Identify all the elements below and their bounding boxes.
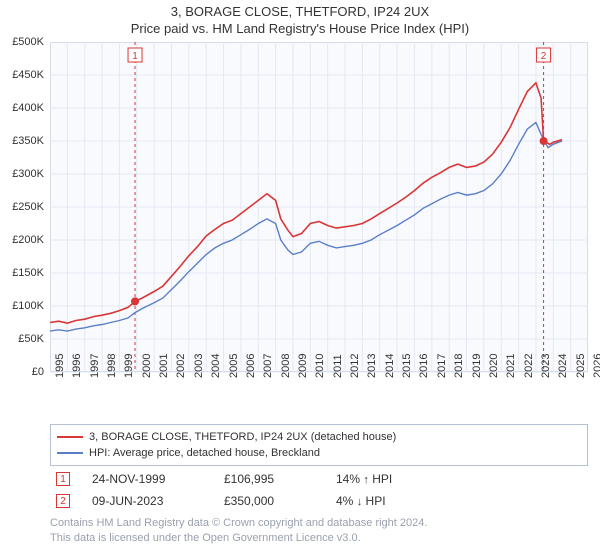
sale-row-1: 1 24-NOV-1999 £106,995 14% ↑ HPI (50, 468, 588, 490)
chart-area: 12 £0£50K£100K£150K£200K£250K£300K£350K£… (50, 42, 588, 394)
chart-titles: 3, BORAGE CLOSE, THETFORD, IP24 2UX Pric… (0, 0, 600, 36)
y-tick-label: £0 (0, 366, 44, 378)
x-tick-label: 2005 (228, 354, 240, 378)
legend-swatch-property (57, 436, 83, 438)
x-tick-label: 1998 (106, 354, 118, 378)
legend-label-hpi: HPI: Average price, detached house, Brec… (89, 447, 320, 459)
x-tick-label: 2013 (366, 354, 378, 378)
x-tick-label: 2016 (418, 354, 430, 378)
sale-date-2: 09-JUN-2023 (92, 494, 202, 508)
x-tick-label: 2018 (453, 354, 465, 378)
sales-table: 1 24-NOV-1999 £106,995 14% ↑ HPI 2 09-JU… (50, 468, 588, 512)
sale-price-1: £106,995 (224, 472, 314, 486)
sale-badge-2: 2 (56, 494, 70, 508)
sale-pct-2: 4% ↓ HPI (336, 494, 386, 508)
x-tick-label: 2017 (436, 354, 448, 378)
legend-label-property: 3, BORAGE CLOSE, THETFORD, IP24 2UX (det… (89, 431, 396, 443)
y-tick-label: £250K (0, 201, 44, 213)
x-tick-label: 2000 (141, 354, 153, 378)
sale-pct-1: 14% ↑ HPI (336, 472, 392, 486)
footer: Contains HM Land Registry data © Crown c… (50, 516, 588, 546)
x-tick-label: 2009 (297, 354, 309, 378)
x-tick-label: 2015 (401, 354, 413, 378)
x-tick-label: 2010 (314, 354, 326, 378)
x-tick-label: 2019 (471, 354, 483, 378)
chart-container: 3, BORAGE CLOSE, THETFORD, IP24 2UX Pric… (0, 0, 600, 560)
title-sub: Price paid vs. HM Land Registry's House … (0, 21, 600, 36)
x-tick-label: 2006 (245, 354, 257, 378)
chart-svg: 12 (50, 42, 588, 394)
x-tick-label: 1997 (89, 354, 101, 378)
arrow-down-icon: ↓ (357, 496, 363, 508)
x-tick-label: 2003 (193, 354, 205, 378)
y-tick-label: £350K (0, 135, 44, 147)
y-tick-label: £500K (0, 36, 44, 48)
footer-line-2: This data is licensed under the Open Gov… (50, 531, 588, 546)
y-tick-label: £400K (0, 102, 44, 114)
legend-row-hpi: HPI: Average price, detached house, Brec… (57, 445, 581, 461)
y-tick-label: £100K (0, 300, 44, 312)
sale-price-2: £350,000 (224, 494, 314, 508)
sale-row-2: 2 09-JUN-2023 £350,000 4% ↓ HPI (50, 490, 588, 512)
y-tick-label: £300K (0, 168, 44, 180)
y-tick-label: £150K (0, 267, 44, 279)
x-tick-label: 2025 (575, 354, 587, 378)
arrow-up-icon: ↑ (363, 474, 369, 486)
legend-row-property: 3, BORAGE CLOSE, THETFORD, IP24 2UX (det… (57, 429, 581, 445)
x-tick-label: 2024 (557, 354, 569, 378)
x-tick-label: 2002 (175, 354, 187, 378)
y-tick-label: £200K (0, 234, 44, 246)
svg-text:2: 2 (541, 51, 547, 62)
x-tick-label: 1996 (71, 354, 83, 378)
sale-date-1: 24-NOV-1999 (92, 472, 202, 486)
x-tick-label: 2023 (540, 354, 552, 378)
x-tick-label: 2008 (280, 354, 292, 378)
x-tick-label: 2001 (158, 354, 170, 378)
x-tick-label: 2004 (210, 354, 222, 378)
legend: 3, BORAGE CLOSE, THETFORD, IP24 2UX (det… (50, 424, 588, 466)
footer-line-1: Contains HM Land Registry data © Crown c… (50, 516, 588, 531)
x-tick-label: 2011 (332, 354, 344, 378)
x-tick-label: 2012 (349, 354, 361, 378)
y-tick-label: £50K (0, 333, 44, 345)
legend-swatch-hpi (57, 452, 83, 454)
title-main: 3, BORAGE CLOSE, THETFORD, IP24 2UX (0, 4, 600, 19)
x-tick-label: 2021 (505, 354, 517, 378)
sale-badge-1: 1 (56, 472, 70, 486)
x-tick-label: 2007 (262, 354, 274, 378)
x-tick-label: 2026 (592, 354, 600, 378)
x-tick-label: 2014 (384, 354, 396, 378)
x-tick-label: 2022 (523, 354, 535, 378)
x-tick-label: 1995 (54, 354, 66, 378)
svg-text:1: 1 (132, 51, 138, 62)
x-tick-label: 1999 (123, 354, 135, 378)
x-tick-label: 2020 (488, 354, 500, 378)
y-tick-label: £450K (0, 69, 44, 81)
